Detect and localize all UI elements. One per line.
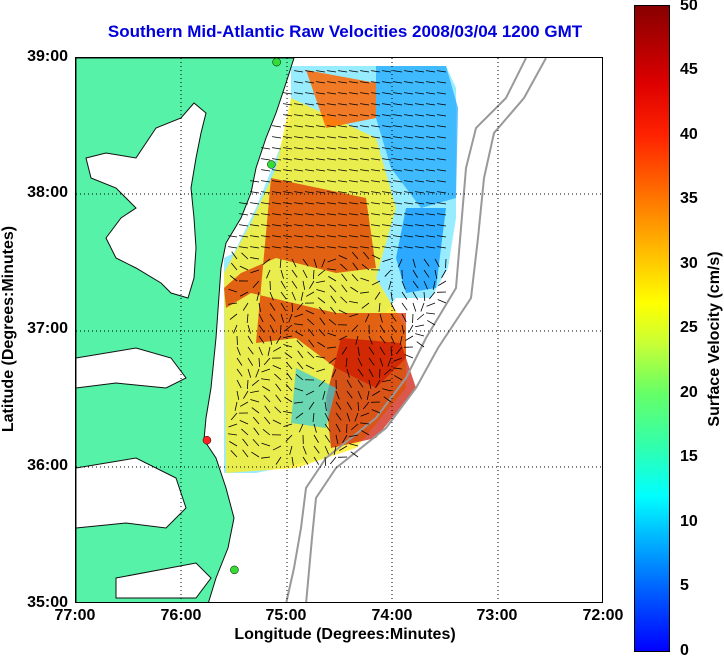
- velocity-arrow: [272, 126, 281, 127]
- colorbar-tick: 10: [680, 513, 698, 531]
- velocity-arrow: [426, 313, 435, 314]
- x-tick-label: 77:00: [40, 607, 110, 625]
- velocity-arrow: [283, 93, 292, 94]
- radar-station-marker: [267, 160, 275, 168]
- velocity-arrow: [438, 299, 446, 303]
- radar-station-marker: [203, 436, 211, 444]
- x-tick-label: 73:00: [462, 607, 532, 625]
- colorbar: [634, 5, 670, 652]
- velocity-arrow: [415, 334, 424, 336]
- map-title: Southern Mid-Atlantic Raw Velocities 200…: [60, 22, 630, 42]
- radar-station-marker: [230, 566, 238, 574]
- colorbar-tick: 35: [680, 190, 698, 208]
- colorbar-tick: 0: [680, 642, 689, 660]
- velocity-arrow: [405, 336, 413, 341]
- colorbar-tick: 15: [680, 448, 698, 466]
- velocity-arrow: [402, 303, 407, 310]
- velocity-arrow: [409, 325, 413, 333]
- x-tick-label: 75:00: [251, 607, 321, 625]
- velocity-arrow: [427, 320, 435, 325]
- colorbar-tick: 25: [680, 319, 698, 337]
- colorbar-tick: 20: [680, 384, 698, 402]
- map-plot-area[interactable]: [75, 57, 603, 603]
- velocity-arrow: [421, 303, 424, 311]
- map-canvas: [76, 58, 603, 603]
- y-axis-label: Latitude (Degrees:Minutes): [0, 174, 18, 484]
- colorbar-tick: 30: [680, 255, 698, 273]
- colorbar-tick: 45: [680, 61, 698, 79]
- radar-station-marker: [273, 58, 281, 66]
- velocity-arrow: [330, 457, 336, 464]
- y-tick-label: 39:00: [8, 48, 68, 66]
- x-tick-label: 72:00: [568, 607, 638, 625]
- velocity-arrow: [250, 203, 259, 204]
- colorbar-tick: 40: [680, 126, 698, 144]
- x-tick-label: 76:00: [146, 607, 216, 625]
- velocity-arrow: [417, 314, 424, 320]
- colorbar-label: Surface Velocity (cm/s): [706, 184, 724, 494]
- velocity-arrow: [415, 325, 424, 327]
- x-tick-label: 74:00: [357, 607, 427, 625]
- velocity-arrow: [228, 247, 237, 248]
- velocity-arrow: [272, 137, 281, 138]
- x-axis-label: Longitude (Degrees:Minutes): [190, 626, 500, 644]
- velocity-arrow: [261, 170, 270, 171]
- colorbar-tick: 5: [680, 577, 689, 595]
- velocity-arrow: [427, 303, 435, 306]
- velocity-arrow: [239, 225, 248, 226]
- colorbar-tick: 50: [680, 0, 698, 15]
- velocity-arrow: [261, 159, 270, 160]
- velocity-arrow: [413, 303, 416, 312]
